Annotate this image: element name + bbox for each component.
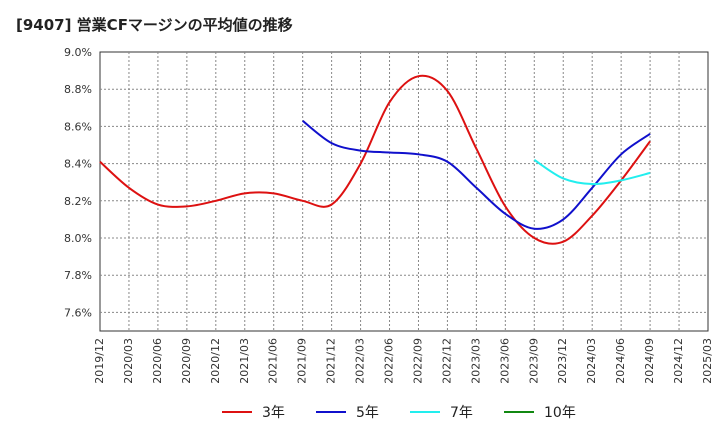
legend-item-3y: 3年 [222,402,285,422]
y-tick-label: 8.0% [64,232,92,245]
x-tick-label: 2020/09 [180,338,193,384]
x-tick-label: 2019/12 [93,338,106,384]
x-tick-label: 2024/12 [672,338,685,384]
y-tick-label: 8.6% [64,120,92,133]
series-line-1 [99,74,651,245]
x-tick-label: 2025/03 [701,338,714,384]
x-tick-label: 2024/03 [585,338,598,384]
legend-item-10y: 10年 [504,402,576,422]
y-axis-ticks: 7.6% 7.8% 8.0% 8.2% 8.4% 8.6% 8.8% 9.0% [64,46,92,319]
legend-item-5y: 5年 [316,402,379,422]
legend-item-7y: 7年 [410,402,473,422]
legend: 3年 5年 7年 10年 [0,402,720,426]
legend-label-7y: 7年 [450,405,473,421]
x-axis-ticks: 2019/12 2020/03 2020/06 2020/09 2020/12 2021/… [93,338,714,384]
series-lines [99,74,651,245]
x-tick-label: 2023/12 [556,338,569,384]
x-tick-label: 2024/09 [643,338,656,384]
y-tick-label: 8.2% [64,195,92,208]
y-tick-label: 8.8% [64,83,92,96]
y-tick-label: 7.6% [64,306,92,319]
chart-area: 7.6% 7.8% 8.0% 8.2% 8.4% 8.6% 8.8% 9.0% 2019/12… [64,46,714,384]
x-tick-label: 2020/12 [209,338,222,384]
x-tick-label: 2021/12 [325,338,338,384]
series-line-2 [302,120,651,230]
x-tick-label: 2023/09 [527,338,540,384]
plot-frame [99,51,709,332]
legend-label-10y: 10年 [544,405,576,421]
legend-swatch-7y [410,411,440,413]
legend-swatch-5y [316,411,346,413]
x-tick-label: 2021/06 [267,338,280,384]
x-tick-label: 2020/03 [122,338,135,384]
x-tick-label: 2020/06 [151,338,164,384]
legend-label-5y: 5年 [356,405,379,421]
y-tick-label: 7.8% [64,269,92,282]
x-tick-label: 2021/09 [296,338,309,384]
x-tick-label: 2022/12 [440,338,453,384]
x-tick-label: 2023/03 [469,338,482,384]
legend-label-3y: 3年 [262,405,285,421]
y-tick-label: 9.0% [64,46,92,59]
y-tick-label: 8.4% [64,158,92,171]
x-tick-label: 2024/06 [614,338,627,384]
x-tick-label: 2022/06 [383,338,396,384]
chart-title: [9407] 営業CFマージンの平均値の推移 [16,16,293,34]
grid-lines [100,52,708,331]
x-tick-label: 2022/09 [411,338,424,384]
x-tick-label: 2021/03 [238,338,251,384]
legend-swatch-10y [504,411,534,413]
series-line-3 [533,159,651,186]
legend-swatch-3y [222,411,252,413]
x-tick-label: 2022/03 [354,338,367,384]
x-tick-label: 2023/06 [498,338,511,384]
